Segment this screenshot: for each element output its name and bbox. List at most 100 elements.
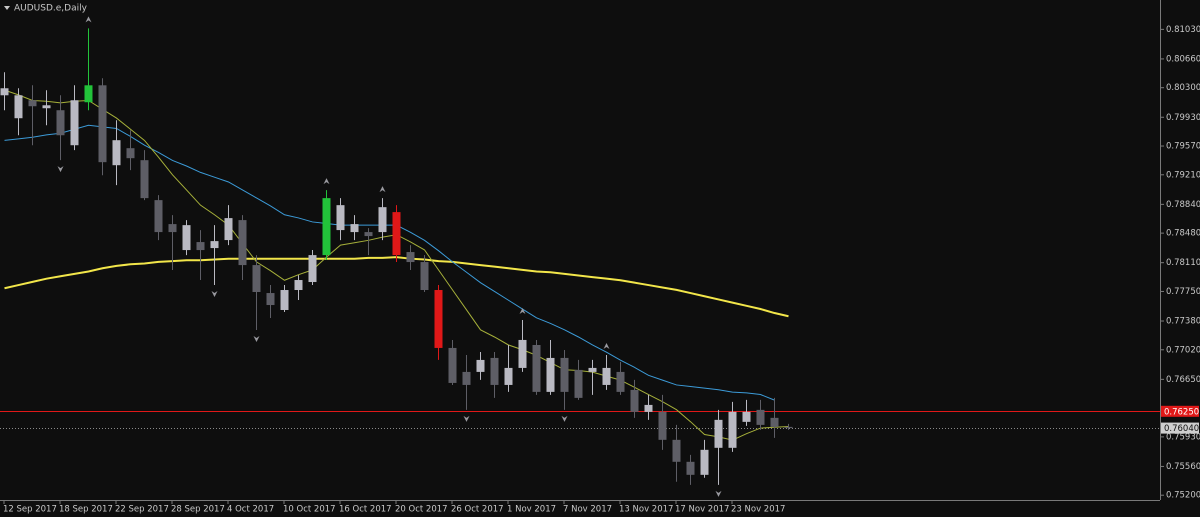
candle-body [84,85,93,103]
candle-body [70,100,79,146]
x-tick-label: 17 Nov 2017 [675,505,729,515]
y-tick-label: 0.77750 [1166,287,1200,297]
x-tick-label: 7 Nov 2017 [563,505,612,515]
candle-body [378,207,387,233]
candle-body [364,232,373,237]
candle-body [714,419,723,448]
fractal-down [463,415,470,422]
candle-body [42,105,51,109]
candle-body [182,225,191,251]
candle-body [588,367,597,372]
fractal-up [603,342,610,349]
fractal-up [519,307,526,314]
candle-body [280,290,289,310]
price-label-box [1161,405,1199,417]
candle-body [322,198,331,256]
candle-body [630,389,639,412]
candle-body [770,417,779,427]
candle-body [196,242,205,251]
y-tick-label: 0.80660 [1166,54,1200,64]
x-tick-label: 22 Sep 2017 [115,505,169,515]
candle-body [14,95,23,119]
candle-body [448,347,457,383]
fractal-up [85,16,92,23]
y-tick-label: 0.79210 [1166,170,1200,180]
candle-body [574,369,583,398]
candle-body [28,100,37,107]
candle-body [658,411,667,440]
price-label-box [1161,422,1199,434]
candle-body [546,357,555,392]
candle-body [434,290,443,348]
candle-body [504,367,513,385]
candle-body [406,252,415,263]
fractal-down [57,166,64,173]
x-tick-label: 4 Oct 2017 [227,505,274,515]
candle-body [420,262,429,291]
candle-body [462,371,471,385]
fractal-down [715,490,722,497]
candle-body [602,367,611,385]
candle-body [392,212,401,256]
candle-body [0,88,9,96]
candle-body [238,220,247,266]
candle-body [168,224,177,233]
fractal-up [323,178,330,185]
candle-body [700,449,709,475]
candle-body [112,140,121,166]
candle-body [224,218,233,241]
candle-body [126,148,135,159]
y-tick-label: 0.77020 [1166,345,1200,355]
price-label: 0.76250 [1164,407,1199,417]
candle-body [56,110,65,136]
x-tick-label: 18 Sep 2017 [59,505,113,515]
y-tick-label: 0.78840 [1166,200,1200,210]
x-tick-label: 26 Oct 2017 [451,505,504,515]
y-tick-label: 0.75200 [1166,491,1200,501]
candle-body [98,85,107,163]
y-tick-label: 0.79930 [1166,113,1200,123]
candle-body [350,224,359,233]
y-tick-label: 0.75930 [1166,432,1200,442]
x-tick-label: 20 Oct 2017 [395,505,448,515]
x-tick-label: 1 Nov 2017 [507,505,556,515]
candle-body [294,280,303,291]
y-tick-label: 0.78480 [1166,229,1200,239]
x-tick-label: 23 Nov 2017 [731,505,785,515]
chart-title: AUDUSD.e,Daily [14,4,88,14]
price-label: 0.76040 [1164,424,1199,434]
symbol-menu-icon[interactable] [4,6,10,10]
candle-body [728,411,737,448]
candle-body [252,265,261,293]
x-tick-label: 10 Oct 2017 [283,505,336,515]
candle-body [308,255,317,283]
y-tick-label: 0.81030 [1166,25,1200,35]
candle-body [518,339,527,368]
x-tick-label: 13 Nov 2017 [619,505,673,515]
x-tick-label: 28 Sep 2017 [171,505,225,515]
fractal-up [379,186,386,193]
y-tick-label: 0.77380 [1166,317,1200,327]
y-tick-label: 0.76650 [1166,375,1200,385]
candle-body [476,359,485,372]
candle-body [154,200,163,233]
candle-body [756,409,765,425]
candle-body [490,357,499,385]
candle-body [686,461,695,475]
candle-body [742,411,751,422]
y-tick-label: 0.75560 [1166,462,1200,472]
y-tick-label: 0.80300 [1166,83,1200,93]
candle-body [210,241,219,249]
candle-body [336,205,345,231]
x-tick-label: 16 Oct 2017 [339,505,392,515]
candle-body [266,293,275,306]
candle-body [644,404,653,412]
candle-body [140,160,149,199]
candle-body [784,426,793,429]
x-tick-label: 12 Sep 2017 [3,505,57,515]
fractal-down [561,415,568,422]
candle-body [672,439,681,462]
candle-body [560,357,569,392]
